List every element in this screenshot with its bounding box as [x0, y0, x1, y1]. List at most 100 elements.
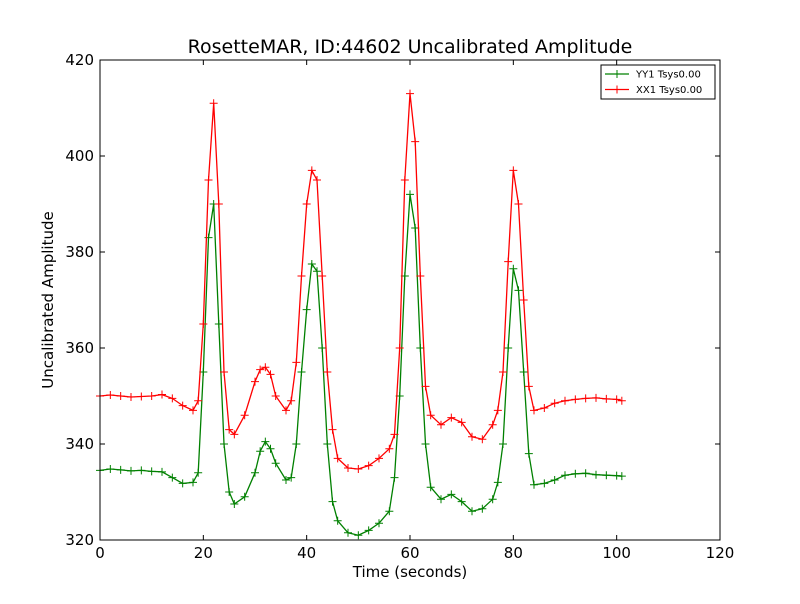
- data-point: [617, 396, 626, 405]
- data-point: [514, 200, 523, 208]
- data-point: [178, 479, 187, 488]
- data-point: [318, 344, 327, 352]
- data-point: [468, 507, 476, 516]
- data-point: [158, 390, 166, 399]
- data-point: [514, 286, 523, 295]
- data-point: [230, 500, 239, 508]
- data-point: [364, 461, 373, 470]
- x-tick-label: 120: [706, 544, 735, 562]
- data-point: [354, 531, 363, 540]
- data-point: [617, 472, 626, 481]
- data-point: [168, 473, 177, 482]
- data-point: [297, 272, 306, 280]
- data-point: [168, 394, 177, 403]
- data-point: [385, 444, 394, 453]
- data-point: [116, 465, 125, 474]
- data-point: [178, 401, 187, 410]
- data-point: [256, 365, 265, 374]
- data-point: [561, 471, 569, 480]
- data-point: [240, 492, 249, 501]
- data-point: [375, 519, 383, 528]
- legend-box: [600, 64, 716, 100]
- data-point: [292, 440, 301, 448]
- legend-marker: [613, 85, 621, 94]
- data-point: [313, 267, 321, 276]
- legend-label: YY1 Tsys0.00: [635, 70, 701, 81]
- data-point: [230, 430, 239, 439]
- data-point: [395, 344, 404, 352]
- data-point: [426, 411, 435, 420]
- data-point: [251, 468, 259, 477]
- data-point: [261, 437, 270, 446]
- data-point: [504, 344, 513, 352]
- data-point: [447, 490, 456, 499]
- plot-area: [96, 89, 626, 540]
- data-point: [266, 370, 275, 379]
- data-point: [127, 466, 135, 475]
- y-axis-label: Uncalibrated Amplitude: [39, 211, 57, 388]
- data-point: [127, 392, 135, 401]
- data-point: [530, 480, 538, 489]
- y-tick-label: 360: [65, 339, 94, 357]
- data-point: [282, 406, 290, 415]
- data-point: [271, 459, 280, 468]
- data-point: [426, 483, 435, 492]
- data-point: [416, 344, 425, 352]
- data-point: [189, 478, 197, 487]
- data-point: [571, 469, 580, 478]
- data-point: [302, 305, 311, 314]
- data-point: [287, 473, 296, 482]
- data-point: [307, 260, 316, 268]
- data-point: [313, 176, 321, 184]
- series-2: [96, 89, 626, 473]
- x-tick-label: 80: [504, 544, 523, 562]
- data-point: [261, 363, 270, 372]
- legend-marker: [613, 70, 621, 78]
- data-point: [137, 466, 146, 475]
- data-point: [297, 368, 306, 376]
- data-point: [307, 166, 316, 175]
- data-point: [478, 435, 487, 444]
- data-point: [421, 440, 430, 448]
- data-point: [328, 425, 337, 434]
- y-tick-label: 400: [65, 147, 94, 165]
- data-point: [204, 176, 213, 184]
- y-tick-label: 340: [65, 435, 94, 453]
- data-point: [323, 368, 332, 376]
- data-point: [530, 406, 538, 415]
- data-point: [478, 504, 487, 513]
- data-point: [106, 464, 115, 473]
- data-point: [504, 257, 513, 266]
- data-point: [271, 392, 280, 400]
- data-point: [421, 382, 430, 391]
- data-point: [602, 394, 611, 403]
- data-point: [488, 495, 497, 504]
- data-point: [323, 440, 332, 448]
- data-point: [457, 497, 466, 506]
- data-point: [519, 296, 528, 304]
- data-point: [318, 272, 327, 280]
- data-point: [194, 396, 203, 405]
- data-point: [493, 406, 502, 415]
- data-point: [137, 392, 146, 401]
- data-point: [333, 516, 342, 525]
- data-point: [602, 471, 611, 480]
- x-tick-label: 100: [602, 544, 631, 562]
- data-point: [509, 264, 518, 273]
- data-point: [550, 399, 559, 408]
- data-point: [364, 526, 373, 535]
- series-1: [96, 190, 626, 540]
- data-point: [302, 200, 311, 208]
- data-point: [581, 394, 590, 403]
- data-point: [158, 467, 166, 476]
- x-tick-label: 20: [194, 544, 213, 562]
- data-point: [524, 382, 533, 391]
- data-point: [194, 468, 203, 477]
- chart-title: RosetteMAR, ID:44602 Uncalibrated Amplit…: [188, 36, 633, 58]
- y-tick-label: 320: [65, 531, 94, 549]
- data-point: [499, 440, 507, 448]
- data-point: [333, 454, 342, 463]
- series-line: [99, 93, 622, 470]
- data-point: [147, 467, 156, 476]
